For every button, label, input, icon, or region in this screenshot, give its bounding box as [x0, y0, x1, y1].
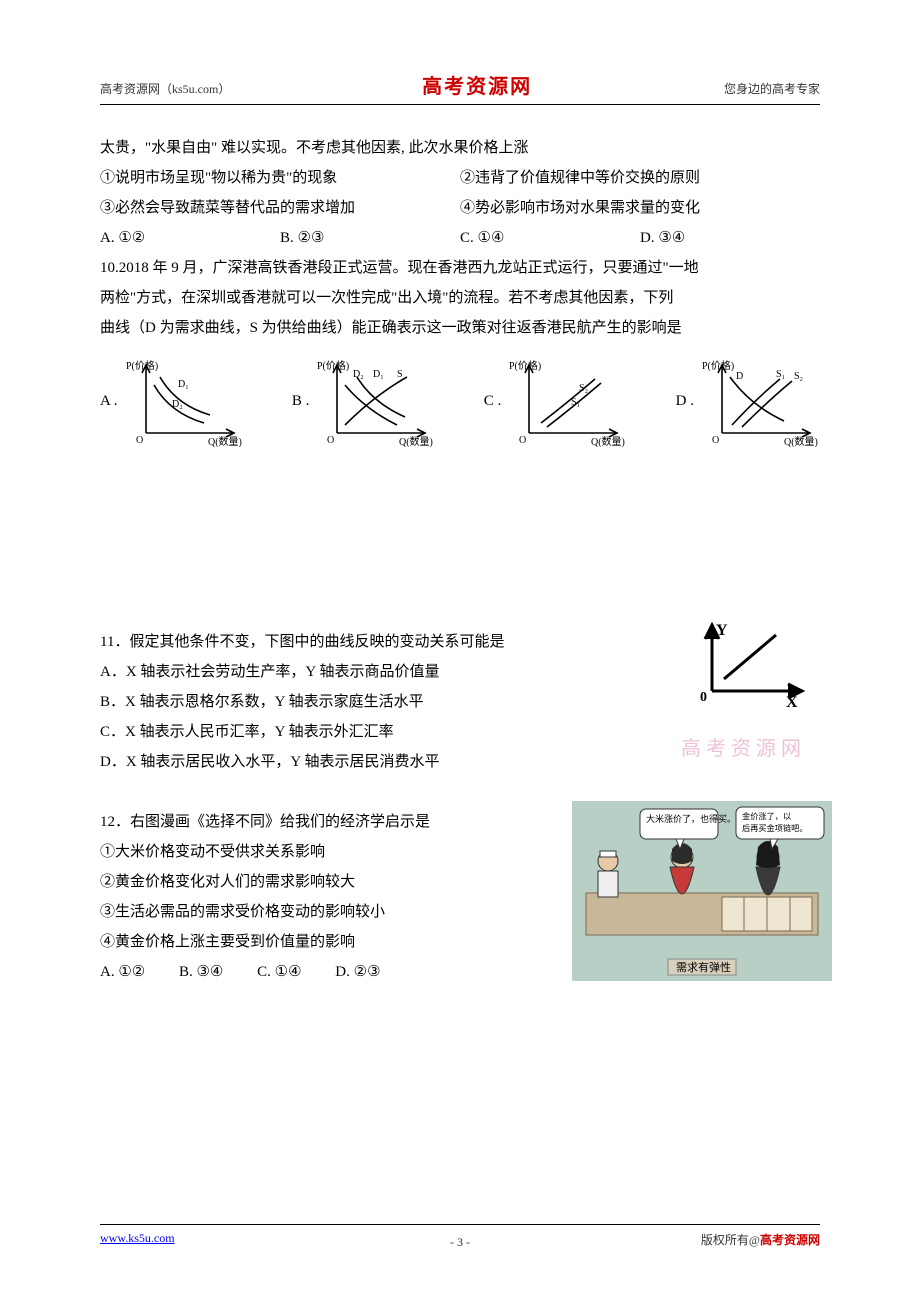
q12-cartoon-svg: 大米涨价了，也得买。 金价涨了，以 后再买金项链吧。 需求有弹性: [572, 801, 832, 981]
page-footer: www.ks5u.com - 3 - 版权所有@高考资源网: [100, 1224, 820, 1248]
svg-text:X: X: [786, 694, 798, 711]
q10-stem-line3: 曲线（D 为需求曲线，S 为供给曲线）能正确表示这一政策对往返香港民航产生的影响…: [100, 313, 820, 343]
q10-chart-A: P(价格) Q(数量) O D₁ D₂: [124, 355, 244, 447]
svg-text:S: S: [397, 369, 403, 380]
svg-text:P(价格): P(价格): [702, 359, 734, 372]
svg-text:S₁: S₁: [776, 369, 785, 380]
svg-text:O: O: [519, 435, 526, 446]
q12-optB: B. ③④: [179, 964, 223, 980]
svg-text:需求有弹性: 需求有弹性: [676, 960, 731, 974]
q10-label-C: C .: [484, 386, 502, 416]
footer-link[interactable]: www.ks5u.com: [100, 1231, 175, 1248]
page: 高考资源网（ks5u.com） 高考资源网 您身边的高考专家 太贵，"水果自由"…: [0, 0, 920, 1067]
q10-chart-C: P(价格) Q(数量) O S₂ S₁: [507, 355, 627, 447]
content-body: 太贵，"水果自由" 难以实现。不考虑其他因素, 此次水果价格上涨 ①说明市场呈现…: [100, 133, 820, 987]
q10-graph-row: A . P(价格) Q(数量) O D₁ D₂ B: [100, 355, 820, 447]
footer-copyright-brand: 高考资源网: [760, 1233, 820, 1247]
svg-text:P(价格): P(价格): [317, 359, 349, 372]
q9-statement-row-1: ①说明市场呈现"物以稀为贵"的现象 ②违背了价值规律中等价交换的原则: [100, 163, 820, 193]
footer-page-number: - 3 -: [450, 1235, 470, 1250]
svg-text:Q(数量): Q(数量): [591, 435, 625, 447]
svg-text:P(价格): P(价格): [509, 359, 541, 372]
svg-text:Y: Y: [716, 622, 728, 639]
q9-option-row: A. ①② B. ②③ C. ①④ D. ③④: [100, 223, 820, 253]
svg-text:S₂: S₂: [579, 383, 588, 394]
q10-graph-B: B . P(价格) Q(数量) O D₂ D₁ S: [292, 355, 436, 447]
q9-statement-row-2: ③必然会导致蔬菜等替代品的需求增加 ④势必影响市场对水果需求量的变化: [100, 193, 820, 223]
svg-text:D₁: D₁: [373, 369, 384, 380]
q10-stem-line2: 两检"方式，在深圳或香港就可以一次性完成"出入境"的流程。若不考虑其他因素，下列: [100, 283, 820, 313]
header-right: 您身边的高考专家: [724, 80, 820, 97]
page-header: 高考资源网（ks5u.com） 高考资源网 您身边的高考专家: [100, 70, 820, 105]
q11-graph: Y X 0: [690, 621, 810, 722]
svg-text:Q(数量): Q(数量): [784, 435, 818, 447]
q12-optC: C. ①④: [257, 964, 301, 980]
footer-copyright-prefix: 版权所有@: [701, 1233, 760, 1247]
svg-text:S₁: S₁: [571, 397, 580, 408]
svg-text:大米涨价了，也得买。: 大米涨价了，也得买。: [646, 813, 736, 824]
svg-text:Q(数量): Q(数量): [399, 435, 433, 447]
svg-text:O: O: [712, 435, 719, 446]
header-center-logo: 高考资源网: [422, 70, 532, 99]
q11-block: 11．假定其他条件不变，下图中的曲线反映的变动关系可能是 A．X 轴表示社会劳动…: [100, 627, 820, 777]
q9-optD: D. ③④: [640, 223, 820, 253]
q10-graph-C: C . P(价格) Q(数量) O S₂ S₁: [484, 355, 628, 447]
svg-text:Q(数量): Q(数量): [208, 435, 242, 447]
q12-optA: A. ①②: [100, 964, 145, 980]
q10-label-A: A .: [100, 386, 118, 416]
svg-text:O: O: [327, 435, 334, 446]
svg-text:D₂: D₂: [353, 369, 364, 380]
q9-optB: B. ②③: [280, 223, 460, 253]
q12-block: 12．右图漫画《选择不同》给我们的经济学启示是 ①大米价格变动不受供求关系影响 …: [100, 807, 820, 987]
header-left: 高考资源网（ks5u.com）: [100, 80, 230, 97]
svg-text:O: O: [136, 435, 143, 446]
svg-text:D₁: D₁: [178, 379, 189, 390]
q9-stmt2: ②违背了价值规律中等价交换的原则: [460, 163, 820, 193]
svg-text:金价涨了，以: 金价涨了，以: [742, 811, 791, 821]
q10-graph-A: A . P(价格) Q(数量) O D₁ D₂: [100, 355, 244, 447]
q9-stmt1: ①说明市场呈现"物以稀为贵"的现象: [100, 163, 460, 193]
q10-stem-line1: 10.2018 年 9 月，广深港高铁香港段正式运营。现在香港西九龙站正式运行，…: [100, 253, 820, 283]
q9-optA: A. ①②: [100, 223, 280, 253]
svg-text:D₂: D₂: [172, 399, 183, 410]
q9-tail-line: 太贵，"水果自由" 难以实现。不考虑其他因素, 此次水果价格上涨: [100, 133, 820, 163]
q10-graph-D: D . P(价格) Q(数量) O D S₁ S₂: [676, 355, 820, 447]
q10-label-D: D .: [676, 386, 694, 416]
q10-chart-D: P(价格) Q(数量) O D S₁ S₂: [700, 355, 820, 447]
footer-copyright: 版权所有@高考资源网: [701, 1231, 820, 1248]
svg-text:P(价格): P(价格): [126, 359, 158, 372]
q10-chart-B: P(价格) Q(数量) O D₂ D₁ S: [315, 355, 435, 447]
q10-label-B: B .: [292, 386, 310, 416]
q9-stmt4: ④势必影响市场对水果需求量的变化: [460, 193, 820, 223]
q12-optD: D. ②③: [335, 964, 380, 980]
svg-text:后再买金项链吧。: 后再买金项链吧。: [742, 823, 808, 833]
svg-text:0: 0: [700, 690, 707, 705]
q9-optC: C. ①④: [460, 223, 640, 253]
svg-text:S₂: S₂: [794, 371, 803, 382]
q9-stmt3: ③必然会导致蔬菜等替代品的需求增加: [100, 193, 460, 223]
svg-text:D: D: [736, 371, 743, 382]
q12-cartoon: 大米涨价了，也得买。 金价涨了，以 后再买金项链吧。 需求有弹性: [572, 801, 832, 992]
watermark-icon: 高考资源网: [681, 729, 806, 769]
q11-chart: Y X 0: [690, 621, 810, 711]
